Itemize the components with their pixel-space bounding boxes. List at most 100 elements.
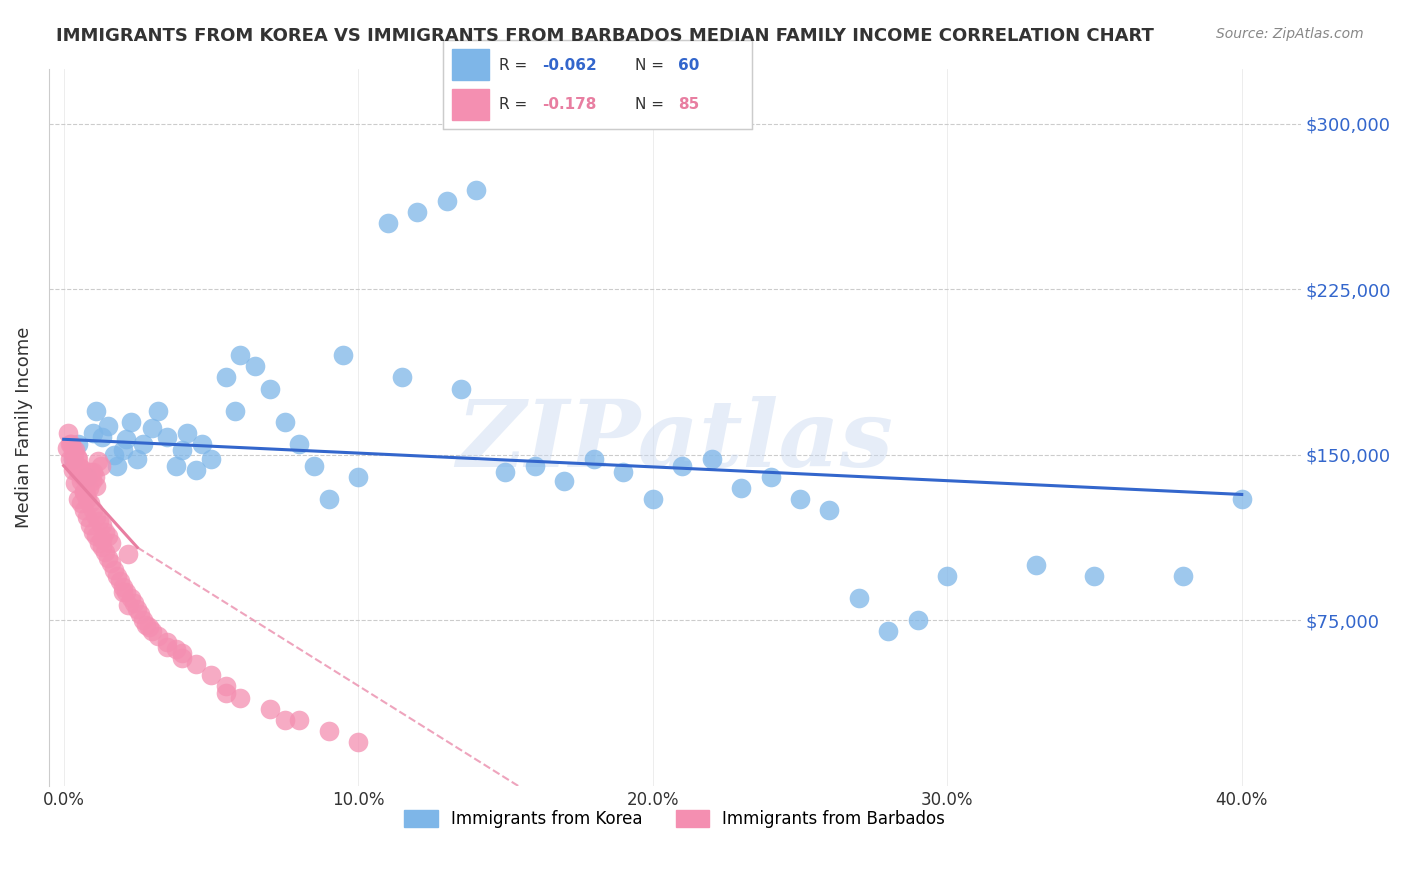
Point xyxy=(215,680,238,694)
Point xyxy=(229,348,252,362)
Point xyxy=(877,624,900,639)
Point xyxy=(135,617,157,632)
Point xyxy=(76,474,98,488)
Text: N =: N = xyxy=(634,97,668,112)
Point xyxy=(80,474,103,488)
Point xyxy=(105,458,128,473)
Point xyxy=(146,403,169,417)
Point xyxy=(55,441,77,455)
Point xyxy=(127,602,149,616)
Point xyxy=(141,421,163,435)
Point xyxy=(62,452,84,467)
Point xyxy=(907,613,929,627)
Point xyxy=(75,487,97,501)
Point xyxy=(347,734,370,748)
Point xyxy=(58,436,80,450)
Point xyxy=(73,503,96,517)
Point xyxy=(58,452,80,467)
Point xyxy=(641,491,664,506)
Point xyxy=(132,613,155,627)
Point xyxy=(156,430,179,444)
Point xyxy=(612,466,634,480)
Point xyxy=(259,382,281,396)
Point xyxy=(332,348,354,362)
Point xyxy=(66,450,89,464)
Point xyxy=(111,443,134,458)
Point xyxy=(60,436,83,450)
Point xyxy=(82,524,104,539)
Point xyxy=(62,463,84,477)
Point xyxy=(120,415,142,429)
Point xyxy=(84,509,107,524)
Point xyxy=(165,642,187,657)
Point xyxy=(176,425,198,440)
Point xyxy=(141,624,163,639)
Text: Source: ZipAtlas.com: Source: ZipAtlas.com xyxy=(1216,27,1364,41)
Point xyxy=(318,723,340,738)
Point xyxy=(495,466,517,480)
Point xyxy=(97,529,120,543)
Point xyxy=(91,430,114,444)
Point xyxy=(79,518,101,533)
Point xyxy=(84,529,107,543)
Point xyxy=(848,591,870,606)
Point xyxy=(56,425,79,440)
Point xyxy=(62,452,84,467)
Point xyxy=(65,443,87,458)
Point xyxy=(70,496,93,510)
Point xyxy=(84,478,107,492)
Point xyxy=(76,491,98,506)
Point xyxy=(124,596,146,610)
Point xyxy=(377,216,399,230)
Bar xyxy=(453,89,489,120)
Point xyxy=(138,620,160,634)
Y-axis label: Median Family Income: Median Family Income xyxy=(15,326,32,528)
Point xyxy=(170,650,193,665)
Point xyxy=(465,183,488,197)
Bar xyxy=(453,49,489,80)
Text: -0.062: -0.062 xyxy=(541,58,596,72)
Point xyxy=(82,503,104,517)
Point xyxy=(302,458,325,473)
Point xyxy=(86,454,108,468)
Point xyxy=(100,536,122,550)
Point xyxy=(73,485,96,500)
Point xyxy=(229,690,252,705)
Point xyxy=(70,474,93,488)
Point xyxy=(347,470,370,484)
Point xyxy=(114,432,136,446)
Point xyxy=(67,452,90,467)
Point xyxy=(789,491,811,506)
Point xyxy=(523,458,546,473)
Point xyxy=(79,466,101,480)
Point xyxy=(215,686,238,700)
Point xyxy=(114,584,136,599)
Point xyxy=(100,556,122,570)
Point xyxy=(553,474,575,488)
Point xyxy=(318,491,340,506)
Point xyxy=(273,415,295,429)
Point xyxy=(94,545,117,559)
Point xyxy=(87,536,110,550)
Point xyxy=(436,194,458,208)
Point xyxy=(70,461,93,475)
Point xyxy=(146,629,169,643)
Text: 60: 60 xyxy=(678,58,699,72)
Point xyxy=(82,466,104,480)
Point xyxy=(730,481,752,495)
Point xyxy=(936,569,959,583)
Text: ZIPatlas: ZIPatlas xyxy=(457,397,893,486)
Point xyxy=(76,470,98,484)
Point xyxy=(65,476,87,491)
Point xyxy=(87,514,110,528)
Point xyxy=(243,359,266,374)
Point xyxy=(63,448,86,462)
Point xyxy=(1171,569,1194,583)
Point xyxy=(186,463,208,477)
Point xyxy=(103,448,125,462)
Point xyxy=(117,598,139,612)
Text: 85: 85 xyxy=(678,97,699,112)
Point xyxy=(67,436,90,450)
Point xyxy=(127,452,149,467)
Point xyxy=(191,436,214,450)
